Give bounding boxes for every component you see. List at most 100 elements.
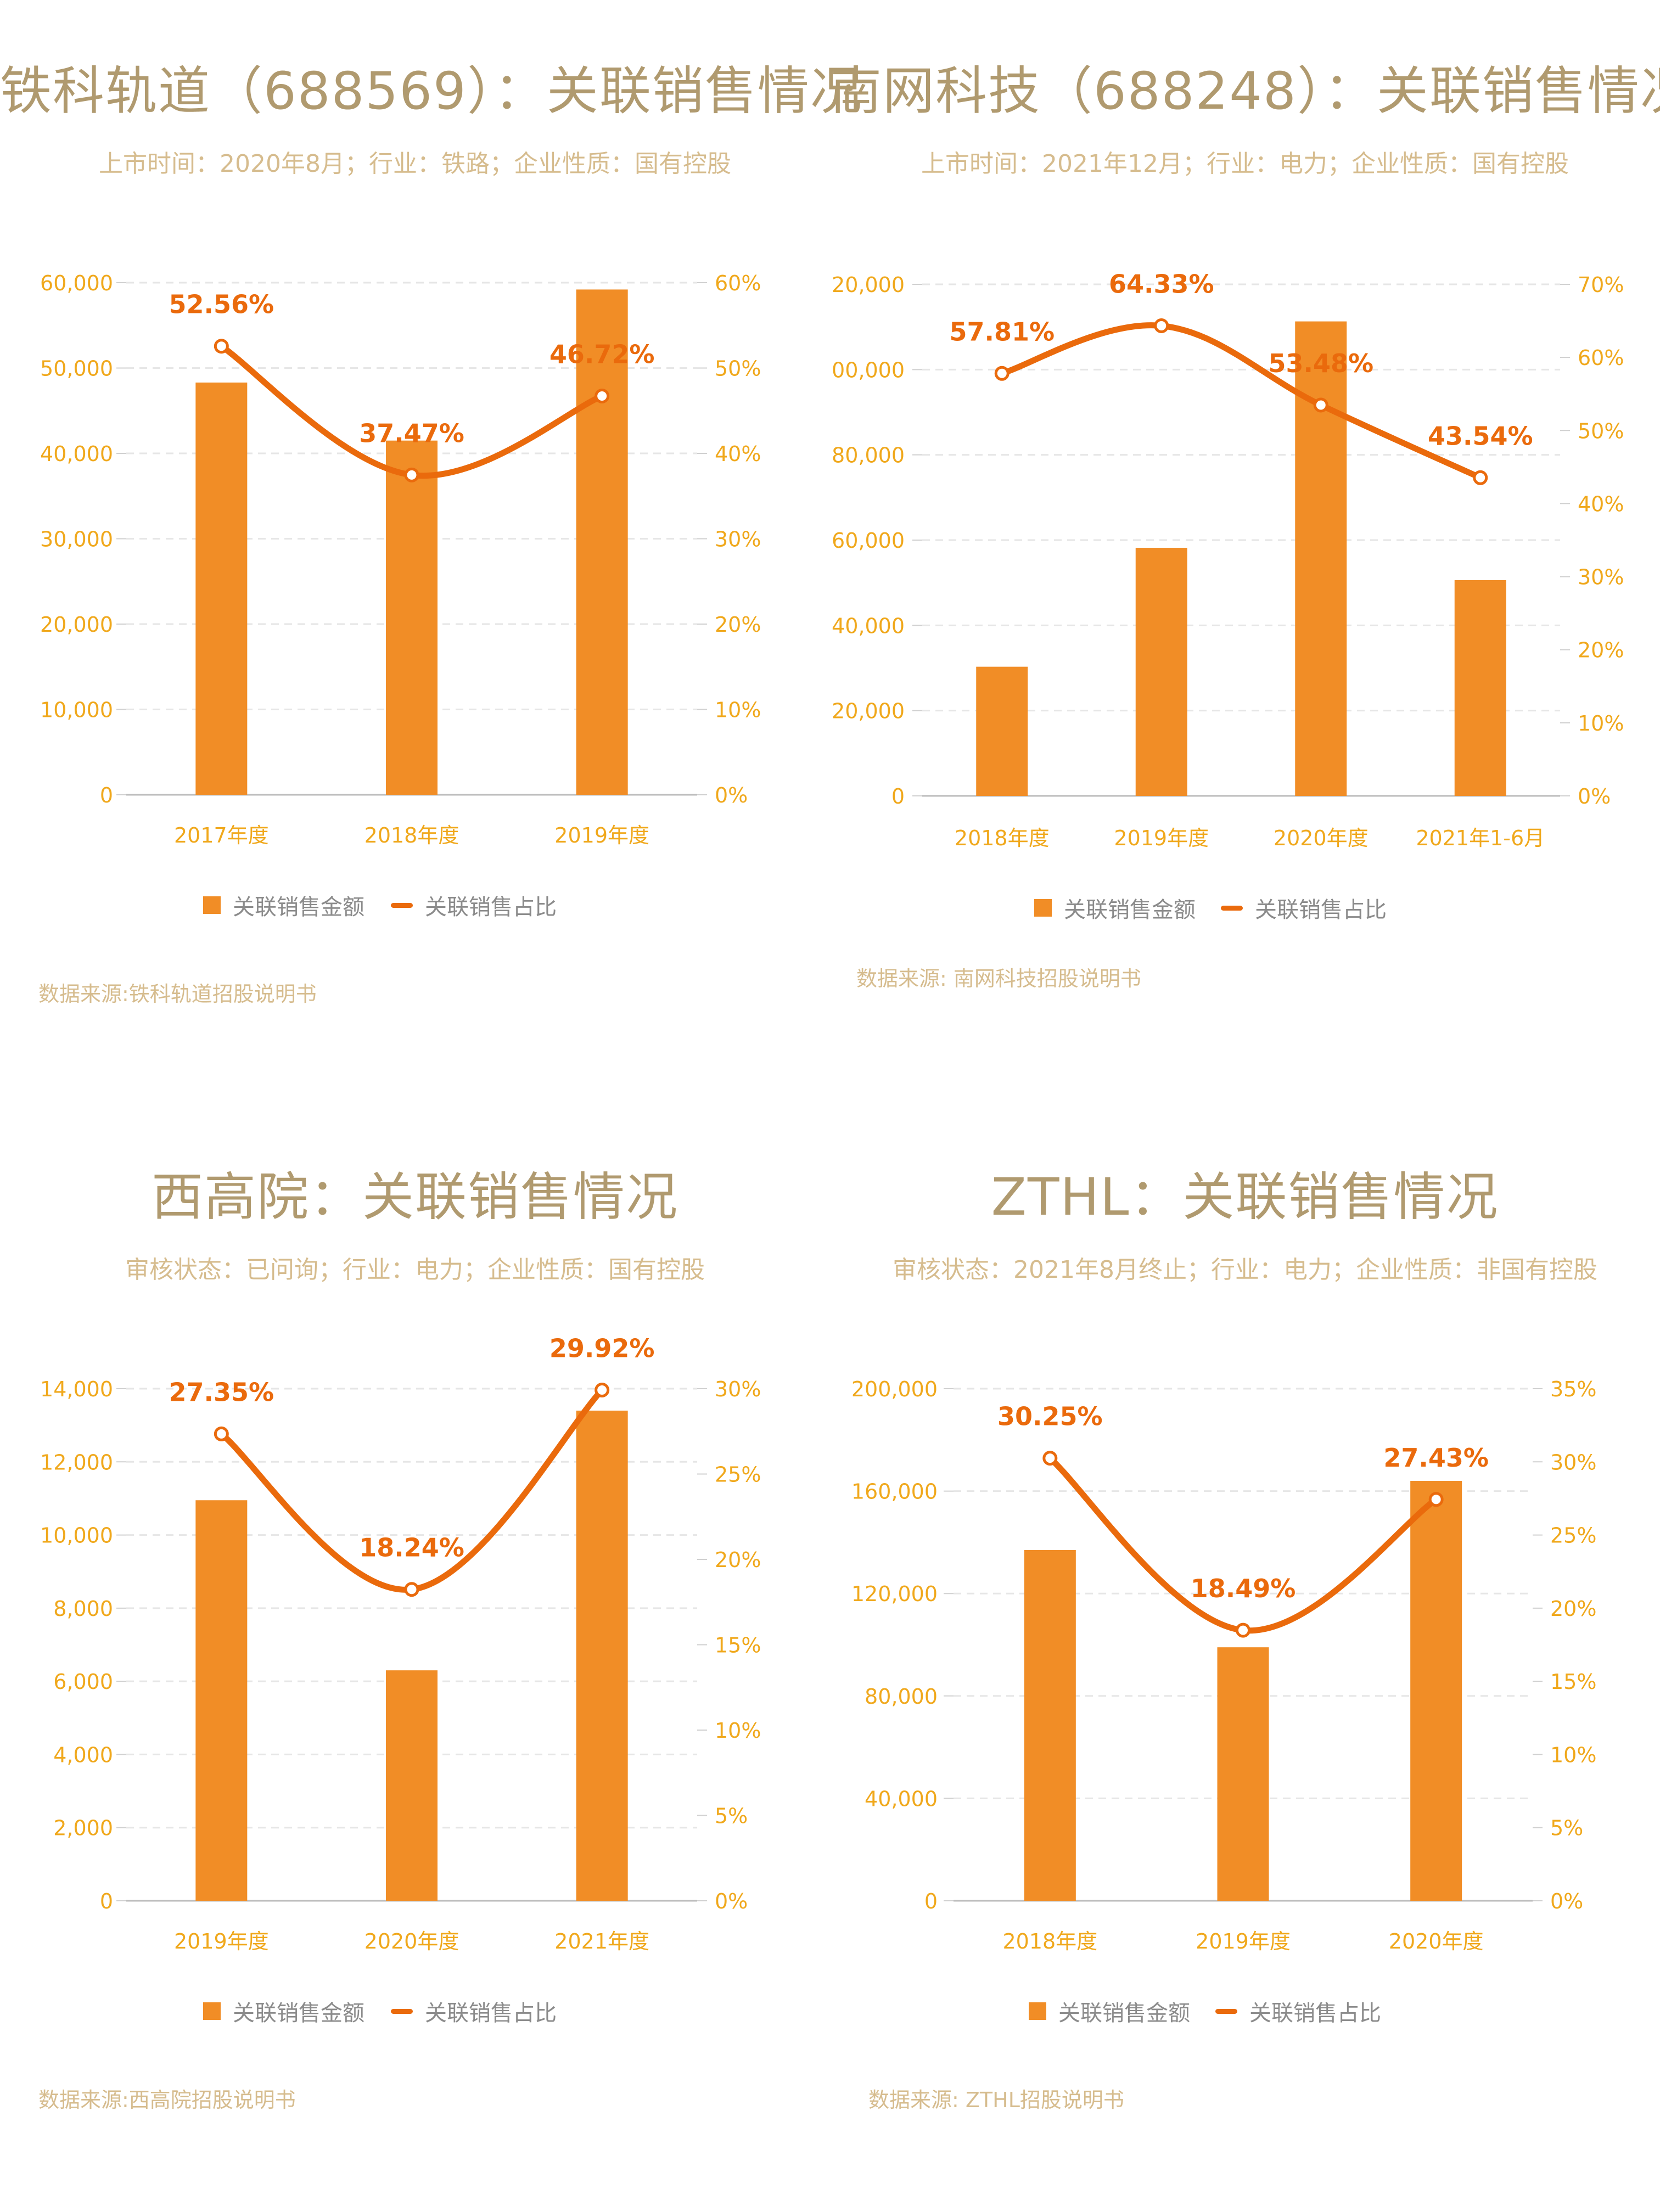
y-right-tick-label: 10% bbox=[1578, 711, 1624, 736]
chart-panel-xigaoyuan: 西高院：关联销售情况 审核状态：已问询；行业：电力；企业性质：国有控股 0 2,0… bbox=[0, 1106, 830, 2212]
legend-line-label: 关联销售占比 bbox=[425, 2001, 557, 2026]
series-line bbox=[999, 322, 1484, 481]
y-right-tick-label: 20% bbox=[715, 1548, 761, 1572]
y-left-tick-label: 120,000 bbox=[830, 273, 905, 297]
line-point bbox=[1313, 397, 1328, 413]
y-left-tick-label: 12,000 bbox=[40, 1450, 113, 1474]
chart-panel-nanwang: 南网科技（688248）：关联销售情况 上市时间：2021年12月；行业：电力；… bbox=[830, 0, 1660, 1106]
y-right-tick-label: 40% bbox=[1578, 492, 1624, 516]
x-category-label: 2019年度 bbox=[554, 823, 649, 847]
x-category-label: 2021年1-6月 bbox=[1416, 826, 1545, 850]
legend-bar-label: 关联销售金额 bbox=[1064, 897, 1196, 923]
y-right-tick-label: 5% bbox=[715, 1804, 748, 1828]
data-label: 27.35% bbox=[169, 1377, 274, 1407]
chart-title: 西高院：关联销售情况 bbox=[151, 1167, 678, 1227]
data-label: 46.72% bbox=[549, 340, 655, 369]
y-left-tick-label: 60,000 bbox=[40, 271, 113, 295]
line-point bbox=[1428, 1492, 1444, 1507]
x-category-label: 2018年度 bbox=[1002, 1929, 1097, 1953]
line-point bbox=[214, 339, 229, 354]
y-left-tick-label: 40,000 bbox=[832, 614, 905, 638]
bar-legend-swatch bbox=[203, 2002, 221, 2020]
legend-bar-label: 关联销售金额 bbox=[1058, 2001, 1190, 2026]
y-right-tick-label: 35% bbox=[1550, 1377, 1596, 1401]
x-category-label: 2018年度 bbox=[955, 826, 1050, 850]
chart-title: ZTHL：关联销售情况 bbox=[991, 1167, 1499, 1227]
y-left-tick-label: 2,000 bbox=[53, 1816, 113, 1840]
chart-title: 南网科技（688248）：关联销售情况 bbox=[830, 61, 1660, 121]
chart-panel-tieke: 铁科轨道（688569）：关联销售情况 上市时间：2020年8月；行业：铁路；企… bbox=[0, 0, 863, 1106]
y-right-tick-label: 60% bbox=[715, 271, 761, 295]
y-right-tick-label: 20% bbox=[1550, 1597, 1596, 1621]
y-left-tick-label: 40,000 bbox=[40, 442, 113, 466]
x-category-label: 2020年度 bbox=[1389, 1929, 1484, 1953]
x-category-label: 2019年度 bbox=[174, 1929, 269, 1953]
y-right-tick-label: 60% bbox=[1578, 346, 1624, 370]
y-left-tick-label: 120,000 bbox=[851, 1582, 938, 1606]
data-source: 数据来源: 南网科技招股说明书 bbox=[856, 967, 1141, 991]
data-source: 数据来源: ZTHL招股说明书 bbox=[868, 2088, 1124, 2112]
bar bbox=[576, 289, 628, 795]
y-right-tick-label: 50% bbox=[715, 357, 761, 381]
y-right-tick-label: 70% bbox=[1578, 273, 1624, 297]
y-right-tick-label: 15% bbox=[1550, 1670, 1596, 1694]
line-point bbox=[1042, 1451, 1058, 1466]
y-right-tick-label: 30% bbox=[1550, 1450, 1596, 1474]
data-source: 数据来源:铁科轨道招股说明书 bbox=[38, 982, 317, 1006]
y-right-tick-label: 30% bbox=[1578, 565, 1624, 590]
bar bbox=[386, 1670, 438, 1901]
bar bbox=[576, 1410, 628, 1901]
line-point bbox=[1154, 318, 1169, 333]
y-right-tick-label: 50% bbox=[1578, 419, 1624, 443]
combo-chart: 0 10,000 20,000 30,000 40,000 50,000 60,000 0% 1… bbox=[40, 271, 761, 847]
y-left-tick-label: 80,000 bbox=[832, 443, 905, 468]
y-left-tick-label: 40,000 bbox=[865, 1787, 938, 1811]
line-legend-swatch bbox=[1221, 905, 1243, 911]
bar bbox=[976, 666, 1028, 796]
y-left-tick-label: 10,000 bbox=[40, 1524, 113, 1548]
data-label: 27.43% bbox=[1383, 1443, 1489, 1473]
data-label: 30.25% bbox=[997, 1402, 1103, 1431]
x-category-label: 2019年度 bbox=[1196, 1929, 1291, 1953]
y-right-tick-label: 5% bbox=[1550, 1816, 1583, 1840]
y-right-tick-label: 20% bbox=[1578, 638, 1624, 663]
x-category-label: 2019年度 bbox=[1114, 826, 1209, 850]
x-category-label: 2017年度 bbox=[174, 823, 269, 847]
x-category-label: 2020年度 bbox=[364, 1929, 459, 1953]
line-point bbox=[214, 1426, 229, 1441]
legend-line-label: 关联销售占比 bbox=[425, 895, 557, 920]
y-left-tick-label: 160,000 bbox=[851, 1480, 938, 1504]
data-label: 29.92% bbox=[549, 1333, 655, 1363]
y-left-tick-label: 0 bbox=[891, 784, 905, 809]
y-right-tick-label: 10% bbox=[715, 698, 761, 722]
y-left-tick-label: 6,000 bbox=[53, 1670, 113, 1694]
legend-bar-label: 关联销售金额 bbox=[233, 2001, 364, 2026]
data-label: 57.81% bbox=[949, 317, 1055, 346]
y-left-tick-label: 0 bbox=[100, 783, 113, 807]
y-left-tick-label: 50,000 bbox=[40, 357, 113, 381]
bar bbox=[1135, 547, 1187, 796]
bar bbox=[1454, 580, 1506, 796]
y-right-tick-label: 0% bbox=[715, 783, 748, 807]
y-left-tick-label: 8,000 bbox=[53, 1597, 113, 1621]
chart-title: 铁科轨道（688569）：关联销售情况 bbox=[0, 61, 863, 121]
bar bbox=[195, 382, 248, 795]
y-left-tick-label: 80,000 bbox=[865, 1685, 938, 1709]
chart-panel-zthl: ZTHL：关联销售情况 审核状态：2021年8月终止；行业：电力；企业性质：非国… bbox=[830, 1106, 1660, 2212]
legend-line-label: 关联销售占比 bbox=[1249, 2001, 1381, 2026]
combo-chart: 0 40,000 80,000 120,000 160,000 200,000 0% 5% 10… bbox=[851, 1377, 1597, 1953]
data-label: 18.24% bbox=[359, 1533, 464, 1563]
y-right-tick-label: 10% bbox=[715, 1719, 761, 1743]
data-label: 18.49% bbox=[1191, 1574, 1296, 1603]
legend-line-label: 关联销售占比 bbox=[1255, 897, 1387, 923]
bar-legend-swatch bbox=[203, 896, 221, 914]
bar-legend-swatch bbox=[1029, 2002, 1046, 2020]
y-left-tick-label: 4,000 bbox=[53, 1743, 113, 1767]
line-point bbox=[595, 389, 610, 404]
y-left-tick-label: 60,000 bbox=[832, 529, 905, 553]
y-right-tick-label: 0% bbox=[715, 1889, 748, 1913]
data-label: 52.56% bbox=[169, 290, 274, 319]
y-left-tick-label: 20,000 bbox=[40, 613, 113, 637]
y-right-tick-label: 0% bbox=[1578, 784, 1611, 809]
line-legend-swatch bbox=[1215, 2008, 1237, 2014]
